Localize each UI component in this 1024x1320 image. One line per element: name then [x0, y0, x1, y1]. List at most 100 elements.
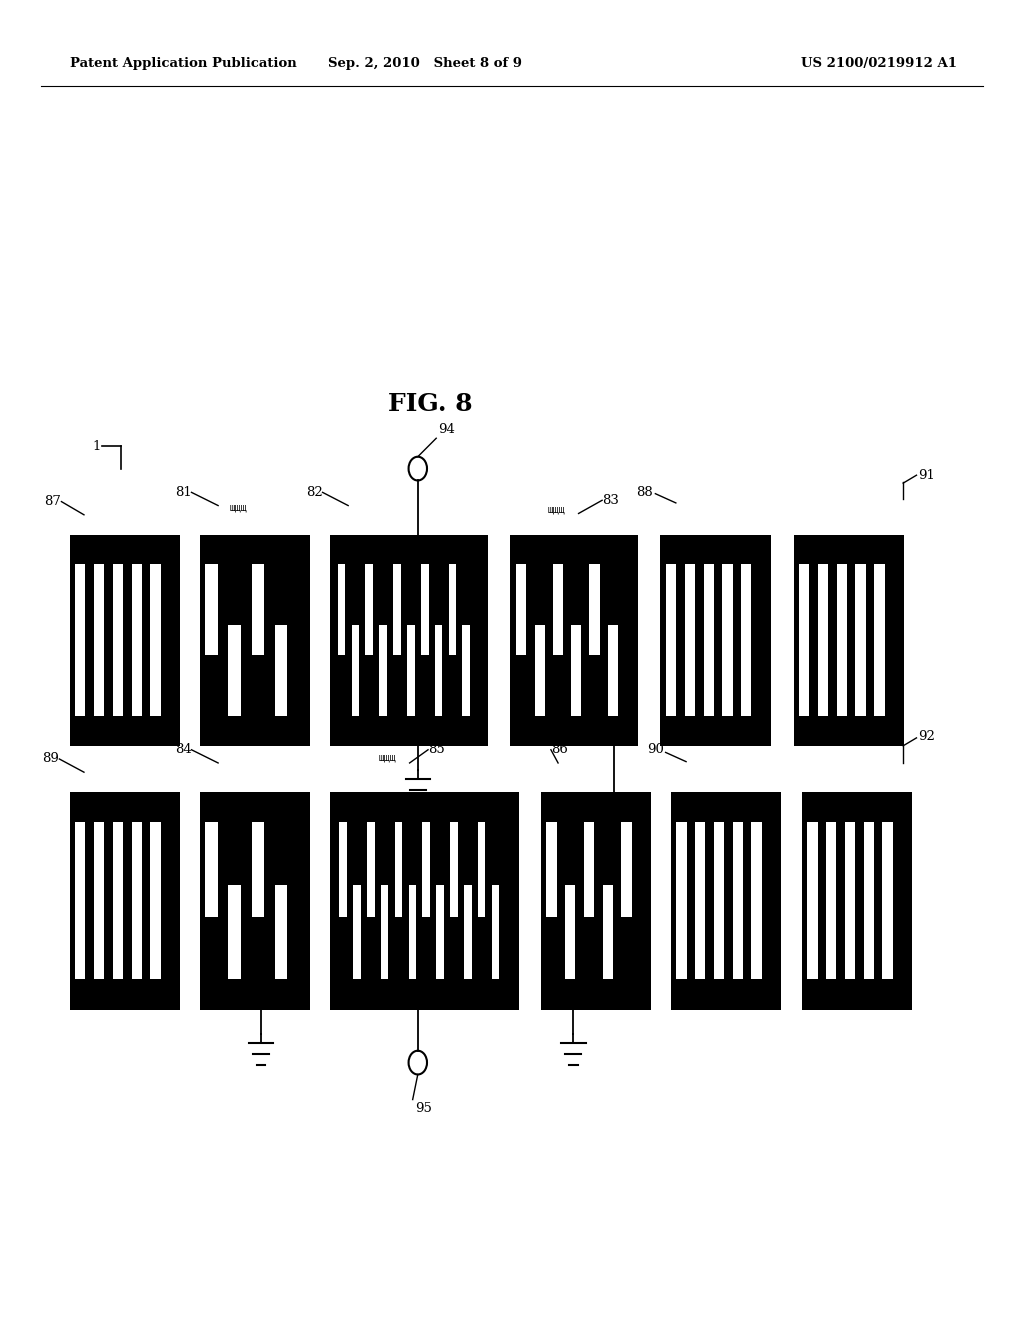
- Bar: [94, 822, 104, 979]
- Text: 86: 86: [551, 743, 567, 756]
- Bar: [799, 564, 809, 717]
- Bar: [510, 535, 638, 746]
- Bar: [590, 564, 599, 656]
- Text: Patent Application Publication: Patent Application Publication: [70, 57, 296, 70]
- Bar: [228, 886, 241, 979]
- Bar: [200, 792, 310, 1010]
- Bar: [338, 564, 345, 656]
- Bar: [366, 564, 373, 656]
- Bar: [379, 624, 387, 717]
- Bar: [695, 822, 706, 979]
- Bar: [131, 564, 142, 717]
- Bar: [113, 822, 123, 979]
- Text: 88: 88: [637, 486, 653, 499]
- Bar: [422, 822, 430, 916]
- Bar: [732, 822, 743, 979]
- Bar: [381, 886, 388, 979]
- Bar: [794, 535, 904, 746]
- Bar: [131, 822, 142, 979]
- Text: 87: 87: [45, 495, 61, 508]
- Text: 82: 82: [306, 486, 323, 499]
- Bar: [252, 564, 264, 656]
- Bar: [353, 886, 360, 979]
- Bar: [435, 624, 442, 717]
- Text: 92: 92: [919, 730, 935, 743]
- Bar: [367, 822, 375, 916]
- Bar: [228, 624, 241, 717]
- Bar: [451, 822, 458, 916]
- Bar: [602, 886, 613, 979]
- Bar: [339, 822, 347, 916]
- Bar: [478, 822, 485, 916]
- Bar: [449, 564, 457, 656]
- Bar: [883, 822, 893, 979]
- Bar: [741, 564, 752, 717]
- Bar: [94, 564, 104, 717]
- Bar: [666, 564, 676, 717]
- Bar: [752, 822, 762, 979]
- Text: FIG. 8: FIG. 8: [388, 392, 472, 416]
- Bar: [330, 535, 488, 746]
- Bar: [75, 564, 85, 717]
- Bar: [492, 886, 500, 979]
- Bar: [608, 624, 617, 717]
- Bar: [874, 564, 885, 717]
- Bar: [685, 564, 695, 717]
- Bar: [274, 886, 288, 979]
- Bar: [393, 564, 400, 656]
- Text: US 2100/0219912 A1: US 2100/0219912 A1: [802, 57, 957, 70]
- Text: щщщ: щщщ: [547, 504, 565, 515]
- Bar: [571, 624, 582, 717]
- Bar: [70, 535, 180, 746]
- Bar: [151, 822, 161, 979]
- Bar: [200, 535, 310, 746]
- Bar: [671, 792, 781, 1010]
- Bar: [394, 822, 402, 916]
- Bar: [463, 624, 470, 717]
- Bar: [855, 564, 866, 717]
- Text: щщщ: щщщ: [378, 752, 396, 763]
- Bar: [205, 564, 218, 656]
- Text: 1: 1: [92, 440, 100, 453]
- Bar: [837, 564, 847, 717]
- Text: 81: 81: [175, 486, 191, 499]
- Bar: [407, 624, 415, 717]
- Bar: [70, 792, 180, 1010]
- Bar: [436, 886, 443, 979]
- Text: 89: 89: [43, 752, 59, 766]
- Text: 83: 83: [602, 494, 618, 507]
- Bar: [546, 822, 556, 916]
- Bar: [845, 822, 855, 979]
- Bar: [151, 564, 161, 717]
- Bar: [75, 822, 85, 979]
- Bar: [409, 886, 416, 979]
- Bar: [660, 535, 771, 746]
- Bar: [565, 886, 575, 979]
- Bar: [863, 822, 874, 979]
- Bar: [676, 822, 686, 979]
- Bar: [553, 564, 563, 656]
- Bar: [464, 886, 472, 979]
- Text: 91: 91: [919, 469, 935, 482]
- Bar: [807, 822, 817, 979]
- Bar: [516, 564, 526, 656]
- Bar: [274, 624, 288, 717]
- Bar: [818, 564, 828, 717]
- Bar: [351, 624, 359, 717]
- Bar: [622, 822, 632, 916]
- Bar: [205, 822, 218, 916]
- Bar: [252, 822, 264, 916]
- Bar: [802, 792, 912, 1010]
- Text: 85: 85: [428, 743, 444, 756]
- Text: 94: 94: [438, 422, 455, 436]
- Bar: [541, 792, 651, 1010]
- Bar: [703, 564, 714, 717]
- Bar: [113, 564, 123, 717]
- Text: Sep. 2, 2010   Sheet 8 of 9: Sep. 2, 2010 Sheet 8 of 9: [328, 57, 522, 70]
- Text: 95: 95: [415, 1102, 431, 1115]
- Bar: [714, 822, 724, 979]
- Text: щщщ: щщщ: [229, 502, 248, 512]
- Bar: [584, 822, 594, 916]
- Bar: [330, 792, 519, 1010]
- Bar: [535, 624, 545, 717]
